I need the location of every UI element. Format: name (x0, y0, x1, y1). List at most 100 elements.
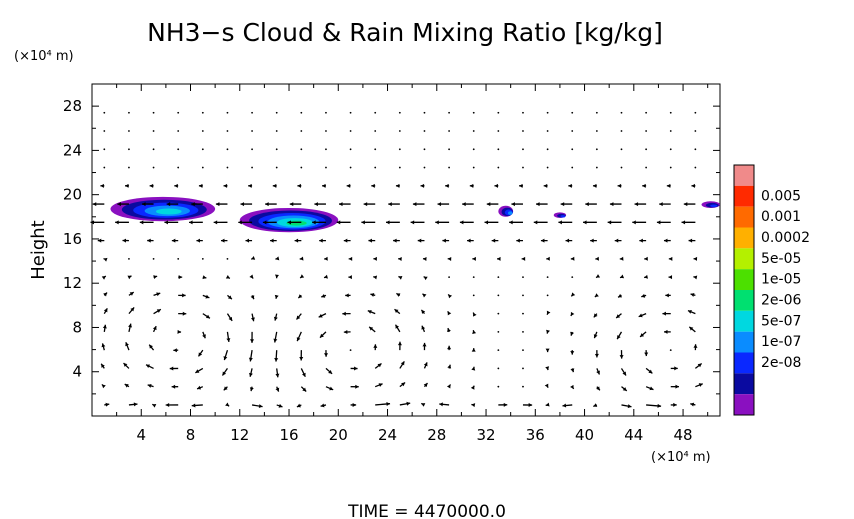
wind-vector-head (570, 351, 575, 355)
wind-vector-head (386, 401, 391, 406)
wind-vector-head (296, 337, 301, 342)
wind-vector-head (213, 220, 218, 225)
x-tick-label: 48 (674, 426, 693, 444)
wind-vector-head (205, 314, 210, 319)
colorbar-label: 5e-05 (761, 251, 801, 267)
vector-dot (177, 257, 180, 260)
wind-vector-head (302, 372, 306, 377)
wind-vector-head (249, 387, 254, 392)
vector-dot (546, 166, 549, 169)
wind-vector-head (442, 238, 446, 243)
wind-vector-head (324, 353, 329, 357)
vector-dot (571, 166, 574, 169)
wind-vector-head (641, 293, 646, 298)
wind-vector-head (616, 314, 621, 319)
vector-dot (374, 111, 377, 114)
vector-dot (546, 130, 549, 132)
colorbar: 0.005 0.001 0.0002 5e-05 1e-05 2e-06 5e-07 1e-0… (733, 164, 810, 416)
wind-vector-head (642, 183, 646, 188)
colorbar-label: 0.0002 (761, 230, 810, 246)
vector-dot (645, 166, 648, 169)
wind-vector-head (318, 313, 323, 318)
vector-dot (152, 148, 155, 151)
wind-vector-head (373, 344, 378, 348)
vector-dot (201, 257, 204, 260)
wind-vector-head (446, 384, 451, 389)
vector-dot (497, 367, 500, 370)
colorbar-label: 1e-07 (761, 334, 801, 350)
wind-vector-head (423, 383, 428, 388)
vector-dot (595, 148, 598, 151)
vector-dot (103, 111, 106, 114)
wind-vector-head (570, 384, 574, 389)
wind-vector-head (115, 220, 119, 225)
wind-vector-head (90, 220, 95, 225)
wind-vector-head (693, 275, 698, 280)
vector-dot (472, 276, 475, 279)
wind-vector-head (248, 357, 253, 362)
vector-dot (423, 111, 426, 114)
vector-dot (201, 111, 204, 114)
vector-dot (423, 166, 426, 169)
x-tick-label: 40 (575, 426, 594, 444)
vector-dot (398, 130, 401, 132)
wind-vector-head (421, 309, 426, 314)
wind-vector-head (593, 403, 598, 407)
wind-vector-head (100, 183, 104, 188)
wind-vector-head (619, 355, 624, 359)
wind-vector-head (345, 293, 349, 298)
vector-dot (497, 294, 500, 297)
wind-vector-head (698, 383, 703, 387)
wind-vector-head (638, 313, 643, 318)
wind-vector-head (568, 183, 572, 188)
wind-vector-head (471, 366, 476, 371)
wind-vector-head (609, 202, 614, 207)
wind-vector-head (644, 256, 648, 261)
wind-vector-head (422, 256, 427, 261)
vector-dot (448, 166, 450, 169)
colorbar-swatch (734, 269, 754, 290)
vector-dot (669, 130, 672, 132)
cloud-contour-level (560, 215, 566, 218)
vector-dot (128, 148, 130, 151)
x-tick-label: 20 (329, 426, 348, 444)
wind-vector-head (644, 274, 648, 279)
wind-vector-head (363, 202, 368, 207)
colorbar-frame (733, 164, 755, 416)
wind-vector-head (545, 348, 550, 353)
wind-vector-head (521, 256, 526, 261)
wind-vector-head (298, 294, 303, 299)
wind-vector-head (249, 274, 254, 279)
wind-vector-head (469, 183, 474, 188)
wind-vector-head (273, 316, 278, 321)
wind-vector-head (174, 183, 178, 188)
wind-vector-head (220, 238, 225, 243)
vector-dot (349, 111, 352, 114)
wind-vector-head (617, 335, 621, 340)
vector-dot (620, 130, 623, 132)
vector-dot (226, 148, 229, 151)
wind-vector-head (627, 404, 632, 409)
cloud-contour-level (508, 211, 513, 215)
wind-vector-head (690, 293, 695, 297)
wind-vector-head (617, 183, 622, 188)
y-axis-unit: (×10⁴ m) (14, 49, 74, 64)
vector-dot (472, 294, 475, 297)
cloud-contours (110, 196, 720, 233)
wind-vector-head (565, 238, 570, 243)
wind-vector-head (447, 256, 452, 261)
wind-vector-head (593, 313, 598, 318)
wind-vector-head (412, 202, 417, 207)
vector-dot (595, 130, 598, 132)
vector-dot (103, 166, 106, 169)
wind-vector-head (278, 403, 283, 408)
wind-vector-head (620, 274, 625, 279)
wind-vector-head (250, 339, 255, 343)
wind-vector-head (205, 294, 210, 299)
wind-vector-head (152, 404, 157, 408)
colorbar-swatch (734, 310, 754, 332)
colorbar-label: 2e-08 (761, 355, 801, 371)
wind-vector-head (397, 341, 402, 346)
wind-vector-head (248, 183, 252, 188)
vector-dot (251, 111, 253, 114)
